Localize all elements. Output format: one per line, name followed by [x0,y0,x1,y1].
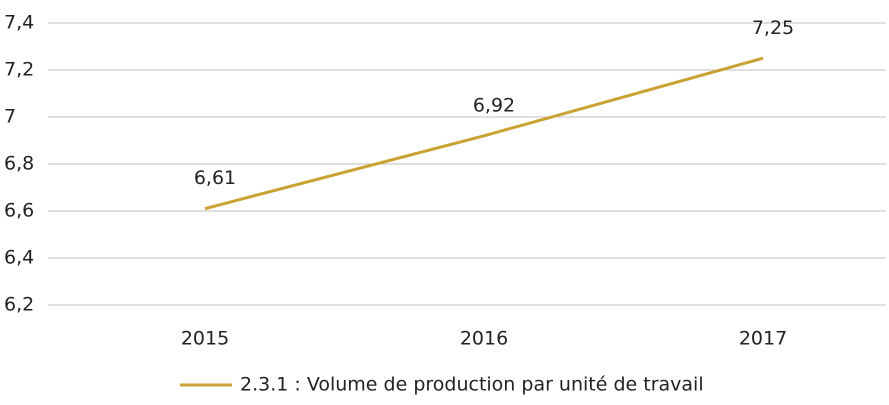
x-tick-label: 2017 [739,328,787,350]
y-tick-label: 7 [4,106,16,128]
y-tick-label: 7,4 [4,12,34,34]
y-tick-label: 6,8 [4,153,34,175]
y-tick-label: 6,6 [4,200,34,222]
y-tick-label: 6,4 [4,247,34,269]
data-label: 6,92 [473,94,515,116]
y-tick-label: 7,2 [4,59,34,81]
y-tick-label: 6,2 [4,294,34,316]
data-label: 6,61 [194,167,236,189]
x-tick-label: 2015 [181,328,229,350]
data-label: 7,25 [752,17,794,39]
legend-label: 2.3.1 : Volume de production par unité d… [240,374,704,396]
x-tick-label: 2016 [460,328,508,350]
line [204,56,764,211]
